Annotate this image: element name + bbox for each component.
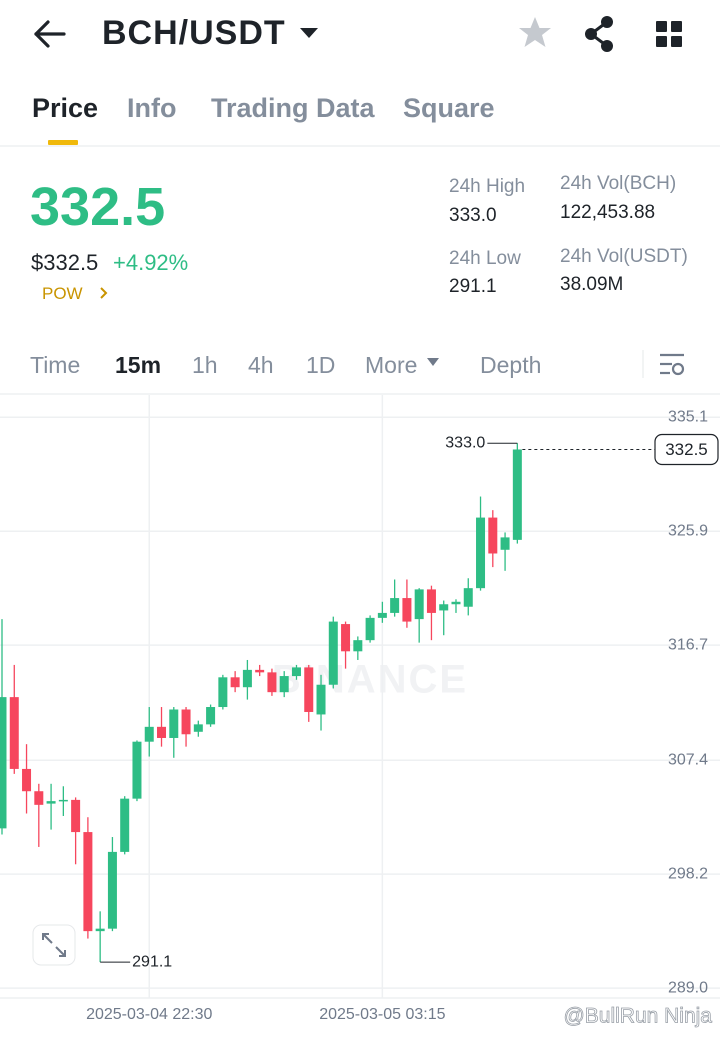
interval[interactable]: Depth (480, 352, 542, 378)
candle-body (34, 791, 44, 805)
candle-body (316, 684, 326, 715)
candle-body (267, 672, 277, 693)
candle-body (463, 588, 473, 607)
candle-body (95, 928, 105, 932)
pair-dropdown-icon[interactable] (300, 28, 318, 38)
candle-body (414, 589, 424, 620)
candle-body (291, 667, 301, 677)
candle-body (255, 669, 265, 673)
candle-body (242, 669, 252, 688)
interval[interactable]: 15m (115, 352, 162, 378)
favorite-icon[interactable] (519, 17, 551, 47)
y-tick-label: 325.9 (668, 522, 708, 539)
candle-body (426, 589, 436, 613)
candle-body (107, 851, 117, 929)
y-tick-label: 316.7 (668, 636, 708, 653)
candle-body (230, 677, 240, 688)
chart-settings-icon[interactable] (660, 353, 685, 376)
y-tick-label: 289.0 (668, 979, 708, 996)
candle-body (365, 617, 375, 641)
stat-value: 291.1 (449, 276, 497, 297)
candle-body (169, 709, 179, 738)
candle-body (132, 741, 142, 799)
tag[interactable]: POW (42, 284, 83, 303)
interval[interactable]: More (365, 352, 418, 378)
y-tick-label: 298.2 (668, 865, 708, 882)
candle-body (512, 449, 522, 540)
candle-body (144, 726, 154, 742)
price-usd: $332.5 (31, 250, 99, 275)
candle-body (22, 768, 32, 792)
tab[interactable]: Price (32, 93, 99, 123)
candle-body (193, 724, 203, 732)
stat-label: 24h Low (449, 248, 521, 269)
last-price: 332.5 (30, 177, 166, 237)
candle-body (279, 676, 289, 693)
candle-body (218, 677, 228, 708)
x-tick-label: 2025-03-04 22:30 (86, 1006, 212, 1023)
candle-body (58, 799, 68, 802)
annotation-label: 291.1 (132, 953, 172, 970)
price-change: +4.92% (113, 250, 189, 275)
last-price-label: 332.5 (665, 440, 708, 459)
interval[interactable]: 1h (192, 352, 218, 378)
candle-body (476, 517, 486, 589)
candle-body (304, 667, 314, 712)
watermark: BINANCE (272, 658, 468, 702)
last-price-tag (654, 433, 719, 466)
x-tick-label: 2025-03-05 03:15 (319, 1006, 445, 1023)
candle-body (46, 801, 56, 804)
stat-label: 24h Vol(BCH) (560, 173, 677, 194)
y-tick-label: 335.1 (668, 409, 708, 426)
candle-body (402, 598, 412, 622)
tag-chevron (100, 287, 108, 299)
candle-body (181, 709, 191, 735)
active-tab-indicator (48, 140, 78, 145)
back-icon[interactable] (34, 20, 66, 48)
tab[interactable]: Info (127, 93, 177, 123)
candle-body (157, 726, 167, 738)
candle-body (328, 621, 338, 685)
annotation-label: 333.0 (445, 435, 485, 452)
candle-body (0, 697, 7, 829)
candle-body (9, 697, 19, 769)
candle-body (500, 537, 510, 550)
layout-icon[interactable] (656, 21, 682, 47)
candle-body (451, 601, 461, 605)
tab[interactable]: Square (403, 93, 495, 123)
interval[interactable]: 4h (248, 352, 274, 378)
candle-body (488, 517, 498, 554)
y-tick-label: 307.4 (668, 751, 708, 768)
fullscreen-button[interactable] (32, 924, 76, 966)
candle-body (120, 798, 130, 852)
tab[interactable]: Trading Data (211, 93, 375, 123)
candle-body (83, 832, 93, 932)
interval[interactable]: Time (30, 352, 81, 378)
candle-body (439, 604, 449, 611)
interval[interactable]: 1D (306, 352, 336, 378)
credit: @BullRun Ninja (563, 1005, 712, 1028)
plot-area: BINANCE 335.1 325.9 316.7 307.4 298.2 289.0 202… (0, 395, 720, 1028)
stat-label: 24h High (449, 176, 526, 197)
stat-value: 122,453.88 (560, 202, 656, 223)
candle-body (206, 707, 216, 725)
more-dropdown-icon[interactable] (427, 358, 439, 366)
candle-body (71, 799, 81, 833)
stat-value: 38.09M (560, 274, 624, 295)
candle-body (341, 624, 351, 652)
stat-label: 24h Vol(USDT) (560, 246, 688, 267)
share-icon[interactable] (585, 16, 613, 52)
pair-title[interactable]: BCH/USDT (102, 14, 286, 52)
candle-body (377, 612, 387, 618)
candle-body (390, 598, 400, 613)
candle-body (353, 640, 363, 652)
stat-value: 333.0 (449, 205, 497, 226)
